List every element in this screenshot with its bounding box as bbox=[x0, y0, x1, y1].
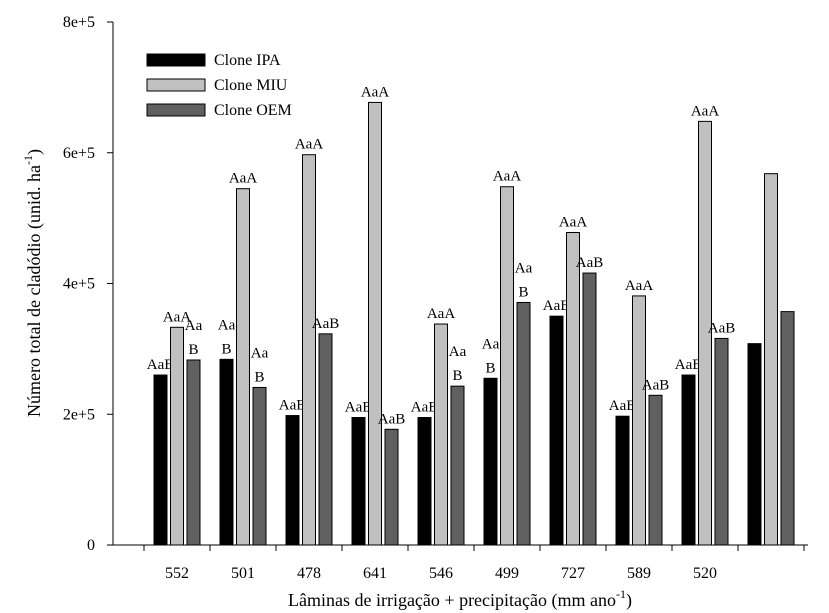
bar bbox=[747, 343, 762, 546]
bar-annotation: B bbox=[188, 342, 198, 358]
bar bbox=[368, 101, 382, 546]
bar-annotation: AaA bbox=[625, 278, 653, 294]
bar-annotation: AaB bbox=[642, 377, 670, 393]
bar-annotation: AaB bbox=[411, 400, 439, 416]
x-tick-label: 478 bbox=[297, 565, 321, 582]
bar-annotation: B bbox=[452, 368, 462, 384]
x-tick-label: 499 bbox=[495, 565, 519, 582]
legend-label: Clone IPA bbox=[214, 52, 281, 69]
y-title-sup: -1 bbox=[21, 155, 35, 165]
bar bbox=[549, 315, 564, 546]
bar bbox=[615, 415, 630, 546]
bar-annotation: AaB bbox=[609, 398, 637, 414]
y-tick-label: 4e+5 bbox=[63, 276, 95, 293]
bar bbox=[219, 358, 234, 546]
bar bbox=[236, 188, 250, 546]
x-axis-title: Lâminas de irrigação + precipitação (mm … bbox=[288, 587, 632, 611]
bar-annotation: AaA bbox=[493, 169, 521, 185]
bar bbox=[566, 232, 580, 546]
x-title-text: Lâminas de irrigação + precipitação (mm … bbox=[288, 590, 616, 611]
x-title-end: ) bbox=[626, 590, 632, 611]
bar-annotation: Aa bbox=[482, 336, 500, 352]
bar-annotation: B bbox=[254, 369, 264, 385]
bar-annotation: Aa bbox=[185, 318, 203, 334]
bar-annotation: Aa bbox=[218, 317, 236, 333]
bar-annotation: AaB bbox=[378, 411, 406, 427]
bar-annotation: AaB bbox=[675, 357, 703, 373]
bar-annotation: AaA bbox=[229, 171, 257, 187]
legend-swatch bbox=[146, 103, 206, 117]
bar-annotation: Aa bbox=[515, 260, 533, 276]
bar bbox=[648, 394, 663, 546]
y-tick-label: 2e+5 bbox=[63, 406, 95, 423]
bar-annotation: AaA bbox=[163, 309, 191, 325]
x-tick-label: 589 bbox=[627, 565, 651, 582]
bar bbox=[186, 359, 201, 546]
bar-annotation: Aa bbox=[251, 345, 269, 361]
bar bbox=[632, 295, 646, 546]
bar-annotation: AaB bbox=[279, 398, 307, 414]
x-tick-label: 727 bbox=[561, 565, 585, 582]
bar-annotation: AaA bbox=[361, 84, 389, 100]
bar-annotation: AaA bbox=[691, 103, 719, 119]
legend-swatch bbox=[146, 53, 206, 67]
y-title-end: ) bbox=[24, 149, 45, 155]
bar-annotation: AaA bbox=[427, 306, 455, 322]
bar-annotation: AaB bbox=[576, 255, 604, 271]
bar bbox=[516, 301, 531, 546]
x-tick-label: 520 bbox=[693, 565, 717, 582]
legend-label: Clone MIU bbox=[214, 77, 288, 94]
bar-annotation: AaB bbox=[147, 357, 175, 373]
x-tick-label: 501 bbox=[231, 565, 255, 582]
bar-annotation: AaA bbox=[559, 215, 587, 231]
bar bbox=[483, 377, 498, 546]
y-tick-label: 8e+5 bbox=[63, 14, 95, 31]
bar bbox=[434, 323, 448, 546]
bar-annotation: Aa bbox=[449, 344, 467, 360]
bar bbox=[170, 326, 184, 546]
bar-annotation: AaB bbox=[345, 400, 373, 416]
bar bbox=[417, 417, 432, 546]
legend-swatch bbox=[146, 78, 206, 92]
bar bbox=[318, 333, 333, 546]
y-axis-title: Número total de cladódio (unid. ha-1) bbox=[21, 149, 45, 417]
bar bbox=[285, 415, 300, 546]
bar-annotation: AaB bbox=[708, 320, 736, 336]
x-tick-label: 552 bbox=[165, 565, 189, 582]
bar bbox=[252, 386, 267, 546]
bar-annotation: B bbox=[221, 341, 231, 357]
y-tick-label: 0 bbox=[87, 537, 95, 554]
legend-label: Clone OEM bbox=[214, 102, 292, 119]
bar bbox=[450, 385, 465, 546]
bar-annotation: AaB bbox=[543, 298, 571, 314]
x-tick-label: 546 bbox=[429, 565, 453, 582]
bar-annotation: AaB bbox=[312, 316, 340, 332]
bar bbox=[714, 337, 729, 546]
bar-annotation: B bbox=[518, 284, 528, 300]
bar-annotation: AaA bbox=[295, 137, 323, 153]
bar bbox=[681, 374, 696, 546]
bar bbox=[698, 120, 712, 546]
bar bbox=[302, 154, 316, 546]
bar bbox=[351, 417, 366, 546]
bar bbox=[582, 272, 597, 546]
bar bbox=[384, 428, 399, 546]
y-title-text: Número total de cladódio (unid. ha bbox=[24, 165, 45, 417]
bar bbox=[764, 173, 778, 546]
bar bbox=[780, 311, 795, 546]
bar bbox=[153, 374, 168, 546]
bar-annotation: B bbox=[485, 360, 495, 376]
bar bbox=[500, 186, 514, 546]
x-tick-label: 641 bbox=[363, 565, 387, 582]
y-tick-label: 6e+5 bbox=[63, 145, 95, 162]
x-title-sup: -1 bbox=[616, 587, 626, 601]
